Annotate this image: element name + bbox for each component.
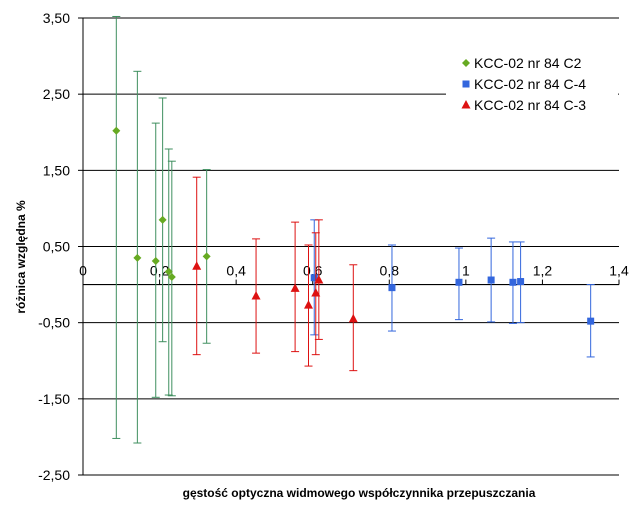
series — [310, 219, 595, 358]
data-point — [251, 291, 261, 300]
x-tick-label: 0,2 — [150, 263, 170, 279]
gridlines — [83, 17, 619, 400]
data-point — [151, 256, 160, 265]
y-tick-labels: 3,50 2,50 1,50 0,50 -0,50 -1,50 -2,50 — [38, 10, 70, 483]
legend-marker — [462, 80, 470, 88]
x-tick-label: 0 — [79, 263, 87, 279]
data-point — [167, 272, 176, 281]
y-tick-label: -1,50 — [38, 391, 70, 407]
data-point — [517, 278, 525, 286]
data-point — [310, 274, 318, 282]
y-tick-label: -2,50 — [38, 467, 70, 483]
x-axis-title: gęstość optyczna widmowego współczynnika… — [183, 486, 536, 500]
x-tick-label: 1,4 — [609, 263, 629, 279]
x-tick-label: 1 — [462, 263, 470, 279]
data-point — [202, 252, 211, 261]
y-tick-label: 1,50 — [43, 162, 70, 178]
data-point — [304, 300, 314, 309]
y-tick-label: -0,50 — [38, 315, 70, 331]
data-point — [587, 317, 595, 325]
legend-marker — [461, 100, 471, 109]
data-point — [314, 275, 324, 284]
y-tick-label: 2,50 — [43, 86, 70, 102]
data-series — [112, 15, 595, 444]
x-tick-label: 1,2 — [533, 263, 553, 279]
legend-label: KCC-02 nr 84 C-4 — [474, 76, 586, 92]
data-point — [158, 215, 167, 224]
legend-marker — [462, 59, 470, 67]
legend: KCC-02 nr 84 C2 KCC-02 nr 84 C-4 KCC-02 nr… — [446, 43, 618, 153]
data-point — [133, 253, 142, 262]
x-tick-label: 0,8 — [380, 263, 400, 279]
x-tick-label: 0,4 — [226, 263, 246, 279]
legend-label: KCC-02 nr 84 C2 — [474, 55, 582, 71]
y-tick-label: 3,50 — [43, 10, 70, 26]
data-point — [455, 278, 463, 286]
data-point — [290, 283, 300, 292]
legend-box — [446, 43, 618, 153]
series — [112, 15, 211, 444]
legend-label: KCC-02 nr 84 C-3 — [474, 97, 586, 113]
series — [192, 176, 358, 372]
x-tick-labels: 0 0,2 0,4 0,6 0,8 1 1,2 1,4 — [79, 263, 629, 279]
data-point — [487, 276, 495, 284]
data-point — [112, 126, 121, 135]
data-point — [164, 267, 173, 276]
data-point — [348, 313, 358, 323]
axes — [78, 17, 620, 476]
data-point — [311, 287, 321, 297]
y-tick-label: 0,50 — [43, 239, 70, 255]
data-point — [509, 278, 517, 286]
y-axis-title: różnica względna % — [14, 200, 28, 314]
data-point — [192, 261, 202, 270]
data-point — [388, 284, 396, 292]
